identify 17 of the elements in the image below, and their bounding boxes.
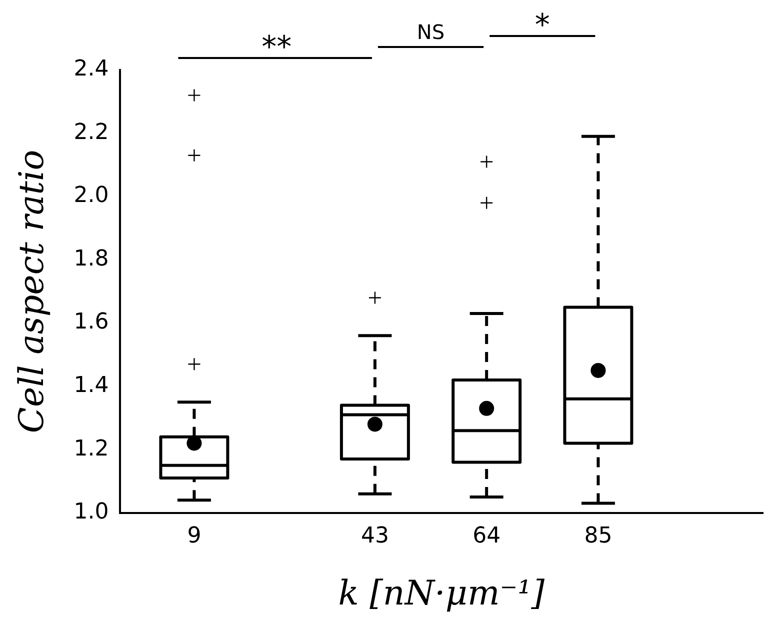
x-tick-label: 9 xyxy=(187,524,202,549)
y-tick-label: 1.2 xyxy=(74,436,109,462)
text: ** xyxy=(262,30,292,65)
text: NS xyxy=(416,20,445,44)
y-tick-label: 1.0 xyxy=(74,500,109,525)
y-tick-label: 1.4 xyxy=(74,373,109,398)
y-tick-label: 1.8 xyxy=(74,246,109,272)
y-tick-label: 2.2 xyxy=(74,120,109,145)
y-tick-label: 2.0 xyxy=(74,183,109,208)
x-tick-label: 43 xyxy=(360,524,389,549)
text: * xyxy=(534,8,550,43)
y-axis-title: Cell aspect ratio xyxy=(12,150,52,434)
y-tick-label: 2.4 xyxy=(74,56,109,82)
x-axis-title: k [nN·μm⁻¹] xyxy=(338,573,546,614)
y-tick-label: 1.6 xyxy=(74,310,109,335)
x-tick-label: 85 xyxy=(584,524,612,549)
x-tick-label: 64 xyxy=(472,524,501,549)
